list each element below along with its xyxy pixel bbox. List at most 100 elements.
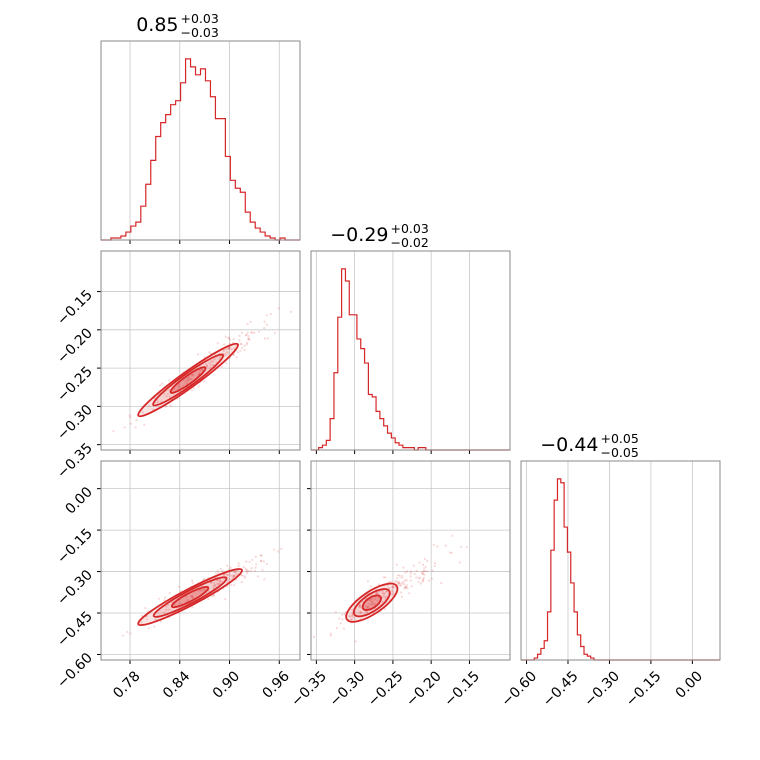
contour-level (169, 366, 207, 394)
sample-point (370, 603, 373, 606)
sample-point (385, 590, 388, 593)
sample-point (168, 608, 171, 611)
sample-point (217, 583, 220, 586)
sample-point (191, 581, 194, 584)
sample-point (229, 566, 232, 569)
title-median: 0.85 (136, 14, 178, 36)
sample-point (427, 579, 431, 582)
sample-point (359, 611, 363, 614)
sample-point (253, 331, 256, 334)
sample-point (129, 416, 132, 419)
sample-point (164, 405, 168, 408)
sample-point (359, 611, 362, 614)
sample-point (391, 586, 394, 589)
sample-point (220, 580, 223, 583)
sample-point (159, 620, 163, 623)
title-plus: +0.03 (181, 11, 219, 26)
sample-point (224, 352, 227, 355)
sample-point (191, 594, 194, 597)
sample-point (266, 337, 270, 340)
sample-point (219, 567, 222, 570)
sample-point (423, 573, 426, 576)
sample-point (244, 567, 247, 571)
sample-point (244, 334, 248, 337)
sample-point (205, 364, 209, 367)
x-tick-label: 0.00 (673, 668, 706, 701)
sample-point (371, 600, 374, 603)
sample-point (239, 349, 242, 352)
sample-point (213, 358, 216, 361)
sample-point (352, 616, 355, 619)
sample-point (165, 608, 168, 611)
sample-point (391, 587, 394, 590)
sample-point (251, 331, 254, 334)
sample-point (166, 603, 170, 607)
sample-point (202, 588, 205, 591)
sample-point (448, 551, 452, 554)
sample-point (123, 426, 126, 429)
sample-point (235, 356, 238, 359)
sample-point (371, 597, 374, 601)
sample-point (234, 572, 237, 575)
pair-panel-1-2 (307, 460, 511, 664)
sample-point (153, 625, 156, 628)
sample-point (234, 344, 237, 347)
panel-frame (100, 250, 301, 451)
sample-point (398, 582, 401, 585)
sample-point (216, 342, 219, 345)
sample-point (212, 363, 215, 366)
sample-point (227, 336, 230, 339)
y-tick-label: −0.60 (54, 650, 96, 692)
sample-point (165, 395, 168, 398)
sample-point (465, 545, 468, 549)
sample-point (396, 577, 399, 580)
sample-point (228, 572, 231, 575)
sample-point (423, 569, 426, 573)
sample-point (218, 578, 221, 582)
sample-point (369, 585, 372, 588)
sample-point (212, 594, 216, 597)
sample-point (460, 545, 463, 548)
sample-point (415, 569, 418, 572)
sample-point (240, 574, 243, 577)
sample-point (187, 599, 190, 602)
sample-point (377, 583, 380, 586)
x-tick-label: −0.15 (623, 668, 665, 710)
sample-point (134, 426, 137, 429)
sample-point (217, 571, 220, 574)
sample-point (240, 342, 243, 345)
sample-point (433, 564, 436, 568)
sample-point (254, 566, 257, 569)
sample-point (334, 611, 337, 614)
sample-point (401, 582, 404, 585)
sample-point (212, 587, 215, 590)
sample-point (233, 574, 236, 577)
sample-point (254, 555, 257, 558)
sample-point (232, 575, 236, 578)
sample-point (91, 649, 93, 651)
sample-point (218, 580, 221, 583)
sample-point (197, 385, 200, 388)
param-title-2: −0.44 +0.05−0.05 (540, 431, 639, 460)
param-title-0: 0.85 +0.03−0.03 (136, 11, 219, 40)
sample-point (143, 423, 146, 426)
sample-point (422, 576, 425, 579)
sample-point (226, 579, 229, 582)
x-tick-label: −0.45 (540, 668, 582, 710)
sample-point (93, 643, 95, 645)
sample-point (391, 585, 395, 588)
sample-point (245, 341, 249, 344)
sample-point (381, 589, 384, 592)
sample-point (398, 584, 401, 587)
sample-point (233, 570, 236, 574)
sample-point (247, 337, 250, 340)
sample-point (348, 615, 352, 618)
sample-point (226, 574, 229, 577)
sample-point (214, 583, 217, 587)
sample-point (260, 554, 263, 557)
sample-point (248, 338, 251, 341)
sample-point (370, 601, 373, 604)
sample-point (249, 570, 252, 573)
sample-point (228, 574, 231, 577)
contours (137, 568, 243, 627)
